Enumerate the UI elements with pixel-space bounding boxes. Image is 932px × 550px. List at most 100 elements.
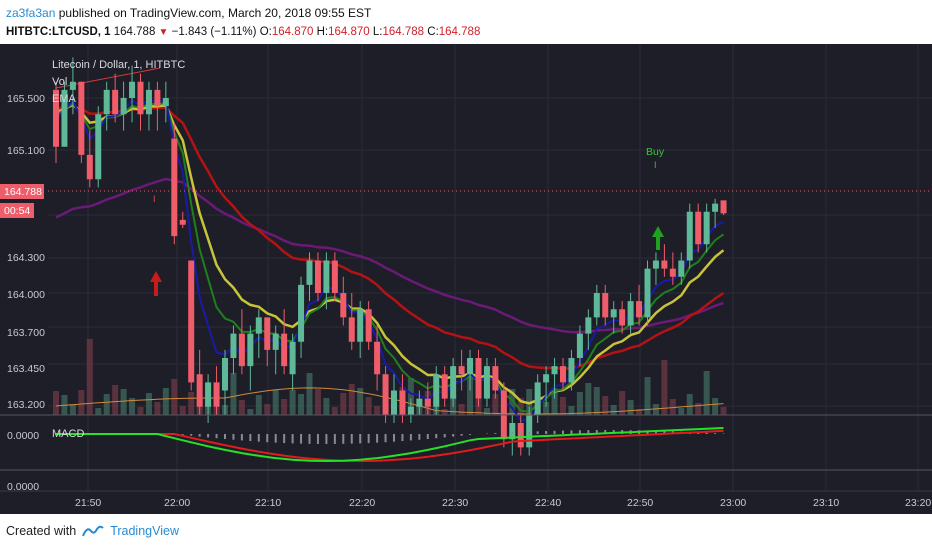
macd-histogram-bar: [249, 434, 252, 442]
price-chart[interactable]: Litecoin / Dollar, 1, HITBTC Vol EMA MAC…: [0, 44, 932, 514]
macd-histogram-bar: [494, 433, 497, 434]
close-label: C:: [427, 26, 439, 38]
buy-signal-label: Buy: [646, 146, 665, 158]
time-axis-label: 22:10: [255, 497, 281, 509]
volume-bar: [652, 404, 659, 415]
volume-bar: [509, 389, 516, 415]
time-axis-label: 23:00: [720, 497, 746, 509]
volume-bar: [720, 407, 727, 415]
volume-bar: [610, 405, 617, 415]
legend-macd: MACD: [52, 428, 84, 440]
candle-body: [95, 114, 102, 180]
down-arrow-icon: ▼: [158, 27, 169, 38]
macd-axis-label: 0.0000: [7, 481, 39, 493]
sell-signal-marker: I: [153, 194, 156, 204]
macd-histogram-bar: [418, 434, 421, 440]
volume-bar: [162, 388, 169, 415]
candle-body: [238, 333, 245, 367]
macd-histogram-bar: [705, 432, 708, 434]
macd-histogram-bar: [452, 434, 455, 437]
candle-body: [695, 211, 702, 245]
macd-histogram-bar: [714, 433, 717, 434]
price-axis[interactable]: 165.500 165.100 164.300 164.000 163.700 163.4…: [7, 93, 45, 411]
volume-bar: [467, 372, 474, 415]
candle-body: [593, 293, 600, 318]
volume-bar: [568, 406, 575, 415]
candle-body: [69, 81, 76, 90]
candle-body: [509, 423, 516, 440]
tradingview-brand-link[interactable]: TradingView: [110, 524, 179, 538]
candle-body: [407, 406, 414, 415]
volume-bar: [306, 373, 313, 415]
publish-info: za3fa3an published on TradingView.com, M…: [6, 6, 371, 20]
candle-body: [86, 154, 93, 180]
buy-signal-marker: I: [654, 160, 657, 170]
candle-body: [458, 366, 465, 375]
chart-panel[interactable]: Litecoin / Dollar, 1, HITBTC Vol EMA MAC…: [0, 44, 932, 514]
volume-bar: [323, 398, 330, 415]
countdown-tag-text: 00:54: [4, 205, 30, 217]
time-axis-label: 22:30: [442, 497, 468, 509]
volume-bar: [458, 404, 465, 415]
volume-bar: [585, 383, 592, 415]
current-price-tag: [0, 184, 44, 199]
candle-body: [255, 317, 262, 334]
candle-body: [222, 358, 228, 391]
macd-histogram-bar: [502, 432, 505, 434]
ema-purple-line: [55, 177, 724, 334]
macd-histogram-bar: [325, 434, 328, 444]
low-value: 164.788: [382, 26, 425, 38]
ema-lines: [55, 67, 725, 423]
macd-histogram-bar: [257, 434, 260, 442]
chart-grid: [48, 44, 932, 491]
candle-body: [137, 81, 144, 115]
symbol-name: HITBTC:LTCUSD, 1: [6, 26, 111, 38]
price-axis-label: 164.300: [7, 252, 45, 264]
volume-bar: [619, 391, 626, 415]
macd-histogram-bar: [409, 434, 412, 441]
macd-histogram-bar: [587, 430, 590, 434]
candle-body: [154, 89, 161, 107]
candle-body: [298, 284, 305, 342]
ema-yellow-line: [55, 103, 725, 405]
candle-body: [179, 219, 186, 225]
candle-body: [365, 309, 372, 342]
volume-bar: [340, 393, 347, 415]
candle-body: [678, 260, 685, 277]
macd-histogram-bar: [291, 434, 294, 444]
volume-bar: [483, 408, 490, 415]
candle-body: [517, 423, 524, 448]
volume-bar: [78, 390, 85, 415]
candle-body: [314, 260, 321, 293]
author-link[interactable]: za3fa3an: [6, 6, 56, 20]
volume-bar: [129, 398, 136, 415]
candle-body: [340, 293, 347, 318]
high-value: 164.870: [328, 26, 370, 38]
macd-histogram-bar: [578, 430, 581, 434]
volume-bar: [365, 397, 372, 415]
candle-body: [230, 333, 237, 358]
time-axis[interactable]: 21:50 22:00 22:10 22:20 22:30 22:40 22:50 23:00…: [75, 497, 931, 509]
candle-body: [712, 203, 719, 212]
macd-histogram-bar: [215, 434, 218, 439]
macd-histogram-bar: [308, 434, 311, 444]
tradingview-logo-icon[interactable]: [82, 525, 104, 537]
candle-body: [331, 260, 338, 293]
volume-bar: [374, 406, 381, 415]
candle-body: [543, 374, 550, 383]
candle-body: [492, 366, 499, 391]
macd-histogram-bar: [469, 434, 472, 435]
macd-histogram-bar: [393, 434, 395, 442]
candle-body: [171, 138, 178, 237]
candle-body: [534, 382, 541, 415]
volume-bar: [103, 394, 110, 415]
volume-bar: [593, 387, 600, 415]
volume-bar: [543, 402, 550, 415]
macd-histogram-bar: [426, 434, 429, 439]
ema-green-line: [55, 101, 725, 413]
volume-bar: [669, 399, 676, 415]
candle-body: [205, 382, 212, 407]
volume-bar: [661, 360, 668, 415]
volume-bar: [86, 339, 93, 415]
candle-body: [357, 309, 364, 342]
